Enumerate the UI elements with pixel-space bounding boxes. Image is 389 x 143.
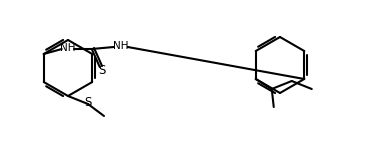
Text: S: S (84, 96, 92, 109)
Text: NH: NH (60, 43, 75, 53)
Text: NH: NH (113, 41, 128, 51)
Text: S: S (98, 64, 105, 78)
